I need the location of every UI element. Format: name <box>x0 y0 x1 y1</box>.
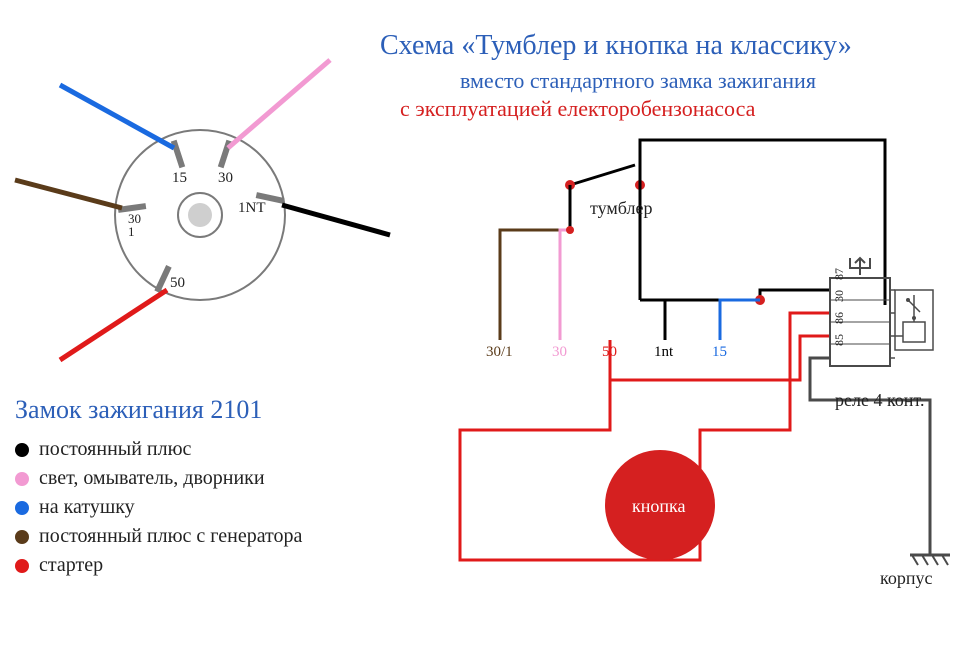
wire-1nt: 1nt <box>654 344 673 361</box>
legend-dot <box>15 501 29 515</box>
ignition-title: Замок зажигания 2101 <box>15 395 262 425</box>
legend-row: свет, омыватель, дворники <box>15 467 302 490</box>
relay-pin-30: 30 <box>832 282 847 302</box>
legend-text: стартер <box>39 554 103 577</box>
legend-row: на катушку <box>15 496 302 519</box>
relay-pin-86: 86 <box>832 304 847 324</box>
relay-label: реле 4 конт. <box>835 390 924 411</box>
legend-row: стартер <box>15 554 302 577</box>
lock-pin-15: 15 <box>172 170 187 187</box>
legend-text: свет, омыватель, дворники <box>39 467 265 490</box>
lock-pin-30: 30 <box>218 170 233 187</box>
legend-dot <box>15 443 29 457</box>
legend-dot <box>15 559 29 573</box>
relay-pin-87: 87 <box>832 260 847 280</box>
lock-pin-50: 50 <box>170 275 185 292</box>
wire-30: 30 <box>552 344 567 361</box>
relay-pin-85: 85 <box>832 326 847 346</box>
legend-row: постоянный плюс <box>15 438 302 461</box>
legend-row: постоянный плюс с генератора <box>15 525 302 548</box>
legend-dot <box>15 472 29 486</box>
button-label: кнопка <box>632 496 685 517</box>
legend-text: на катушку <box>39 496 135 519</box>
wire-15: 15 <box>712 344 727 361</box>
wire-50: 50 <box>602 344 617 361</box>
legend-dot <box>15 530 29 544</box>
lock-pin-1nt: 1NT <box>238 200 266 217</box>
lock-pin-30-1: 30 1 <box>128 212 141 238</box>
wire-30-1: 30/1 <box>486 344 513 361</box>
tumbler-label: тумблер <box>590 198 652 219</box>
legend-text: постоянный плюс <box>39 438 191 461</box>
legend: постоянный плюс свет, омыватель, дворники… <box>15 432 302 583</box>
ground-label: корпус <box>880 568 932 589</box>
legend-text: постоянный плюс с генератора <box>39 525 302 548</box>
